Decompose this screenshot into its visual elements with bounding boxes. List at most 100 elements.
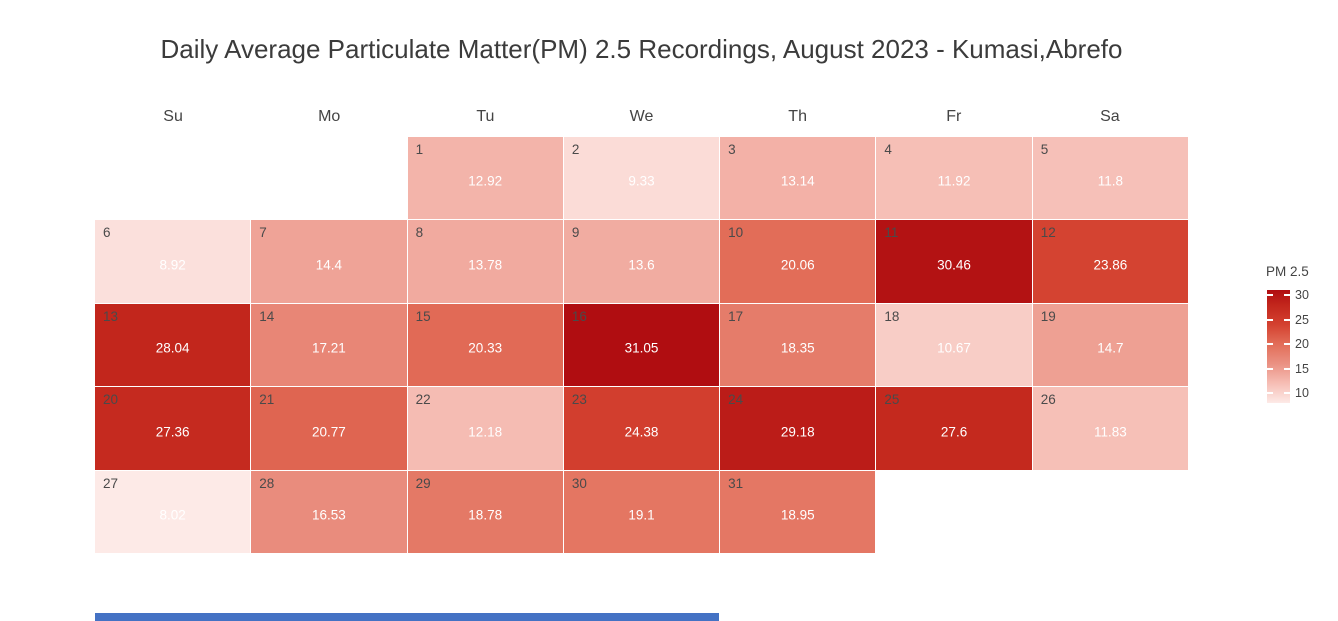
day-number: 16 xyxy=(571,308,587,324)
colorbar-tick-20: 20 xyxy=(1295,337,1309,352)
day-cell-10[interactable]: 10 20.06 xyxy=(720,220,876,303)
day-cell-1[interactable]: 1 12.92 xyxy=(407,137,563,220)
colorbar-tick-mark xyxy=(1284,343,1290,346)
pm-value: 31.05 xyxy=(624,340,659,356)
day-number: 23 xyxy=(571,392,587,408)
day-number: 11 xyxy=(884,225,899,241)
pm-value: 18.78 xyxy=(468,507,503,523)
colorbar-gradient xyxy=(1267,290,1290,403)
day-number: 19 xyxy=(1040,308,1056,324)
empty-cell xyxy=(251,137,406,219)
empty-cell xyxy=(876,471,1031,553)
day-cell-27[interactable]: 27 8.02 xyxy=(95,470,251,553)
pm-value: 10.67 xyxy=(937,340,971,356)
day-cell-9[interactable]: 9 13.6 xyxy=(563,220,720,303)
pm-value: 12.92 xyxy=(468,173,503,189)
pm-value: 14.7 xyxy=(1097,340,1124,356)
colorbar-tick-mark xyxy=(1267,343,1273,346)
day-cell-22[interactable]: 22 12.18 xyxy=(407,387,563,470)
pm-value: 24.38 xyxy=(624,424,659,440)
pm-value: 11.92 xyxy=(937,173,971,189)
weekday-label-th: Th xyxy=(788,108,807,125)
pm-value: 13.14 xyxy=(780,173,815,189)
calendar-grid: 1 12.92 2 9.33 3 13.14 4 11.92 5 11.8 6 … xyxy=(95,137,1188,553)
day-cell-7[interactable]: 7 14.4 xyxy=(251,220,407,303)
day-number: 18 xyxy=(884,308,900,324)
pm-value: 18.95 xyxy=(780,507,815,523)
day-number: 1 xyxy=(415,142,424,157)
day-number: 31 xyxy=(728,475,744,491)
colorbar-tick-mark xyxy=(1267,367,1273,370)
day-number: 22 xyxy=(415,392,431,408)
day-number: 14 xyxy=(259,308,275,324)
pm-value: 20.33 xyxy=(468,340,503,356)
colorbar-title: PM 2.5 xyxy=(1266,264,1309,279)
colorbar-tick-25: 25 xyxy=(1295,312,1309,327)
day-number: 28 xyxy=(259,475,275,491)
day-cell-28[interactable]: 28 16.53 xyxy=(251,470,407,553)
weekday-header-row: Su Mo Tu We Th Fr Sa xyxy=(95,108,1188,130)
pm-value: 20.06 xyxy=(780,257,815,273)
day-cell-14[interactable]: 14 17.21 xyxy=(251,303,407,387)
day-cell-23[interactable]: 23 24.38 xyxy=(563,387,720,470)
day-number: 7 xyxy=(259,225,267,241)
day-cell-6[interactable]: 6 8.92 xyxy=(95,220,251,303)
weekday-label-sa: Sa xyxy=(1100,108,1120,125)
horizontal-scrollbar[interactable] xyxy=(95,613,719,621)
day-cell-11[interactable]: 11 30.46 xyxy=(876,220,1032,303)
colorbar-tick-mark xyxy=(1267,294,1273,297)
colorbar-tick-mark xyxy=(1284,392,1290,395)
day-cell-26[interactable]: 26 11.83 xyxy=(1032,387,1188,470)
colorbar-tick-mark xyxy=(1267,318,1273,321)
day-cell-12[interactable]: 12 23.86 xyxy=(1032,220,1188,303)
empty-cell xyxy=(1033,471,1188,553)
day-number: 21 xyxy=(259,392,275,408)
day-number: 20 xyxy=(103,392,119,408)
day-number: 10 xyxy=(728,225,744,241)
weekday-label-fr: Fr xyxy=(946,108,962,125)
pm-value: 18.35 xyxy=(780,340,815,356)
weekday-label-we: We xyxy=(629,108,654,125)
day-number: 30 xyxy=(571,475,587,491)
day-cell-29[interactable]: 29 18.78 xyxy=(407,470,563,553)
pm-value: 20.77 xyxy=(312,424,346,440)
day-cell-3[interactable]: 3 13.14 xyxy=(720,137,876,220)
day-cell-5[interactable]: 5 11.8 xyxy=(1032,137,1188,220)
empty-cell xyxy=(95,137,250,219)
pm-value: 13.78 xyxy=(468,257,503,273)
pm-value: 9.33 xyxy=(628,173,655,189)
day-cell-13[interactable]: 13 28.04 xyxy=(95,303,251,387)
pm-value: 28.04 xyxy=(155,340,190,356)
day-cell-2[interactable]: 2 9.33 xyxy=(563,137,720,220)
pm-value: 27.6 xyxy=(940,424,968,440)
day-cell-21[interactable]: 21 20.77 xyxy=(251,387,407,470)
day-cell-17[interactable]: 17 18.35 xyxy=(720,303,876,387)
pm-value: 23.86 xyxy=(1093,257,1128,273)
chart-title: Daily Average Particulate Matter(PM) 2.5… xyxy=(160,34,1123,64)
pm-value: 11.83 xyxy=(1093,424,1127,440)
day-number: 3 xyxy=(728,142,736,157)
pm-value: 13.6 xyxy=(628,257,655,273)
day-cell-4[interactable]: 4 11.92 xyxy=(876,137,1032,220)
day-cell-16[interactable]: 16 31.05 xyxy=(563,303,720,387)
day-number: 8 xyxy=(415,225,424,241)
day-cell-8[interactable]: 8 13.78 xyxy=(407,220,563,303)
day-number: 12 xyxy=(1040,225,1056,241)
pm-value: 14.4 xyxy=(315,257,343,273)
day-cell-24[interactable]: 24 29.18 xyxy=(720,387,876,470)
weekday-label-mo: Mo xyxy=(318,108,341,125)
day-cell-25[interactable]: 25 27.6 xyxy=(876,387,1032,470)
day-cell-15[interactable]: 15 20.33 xyxy=(407,303,563,387)
day-number: 4 xyxy=(884,142,892,157)
day-cell-19[interactable]: 19 14.7 xyxy=(1032,303,1188,387)
day-cell-18[interactable]: 18 10.67 xyxy=(876,303,1032,387)
day-number: 9 xyxy=(571,225,580,241)
day-number: 6 xyxy=(103,225,111,241)
day-cell-20[interactable]: 20 27.36 xyxy=(95,387,251,470)
colorbar-tick-mark xyxy=(1284,367,1290,370)
day-cell-30[interactable]: 30 19.1 xyxy=(563,470,720,553)
day-cell-31[interactable]: 31 18.95 xyxy=(720,470,876,553)
pm-value: 17.21 xyxy=(312,340,346,356)
colorbar-tick-15: 15 xyxy=(1295,361,1309,376)
